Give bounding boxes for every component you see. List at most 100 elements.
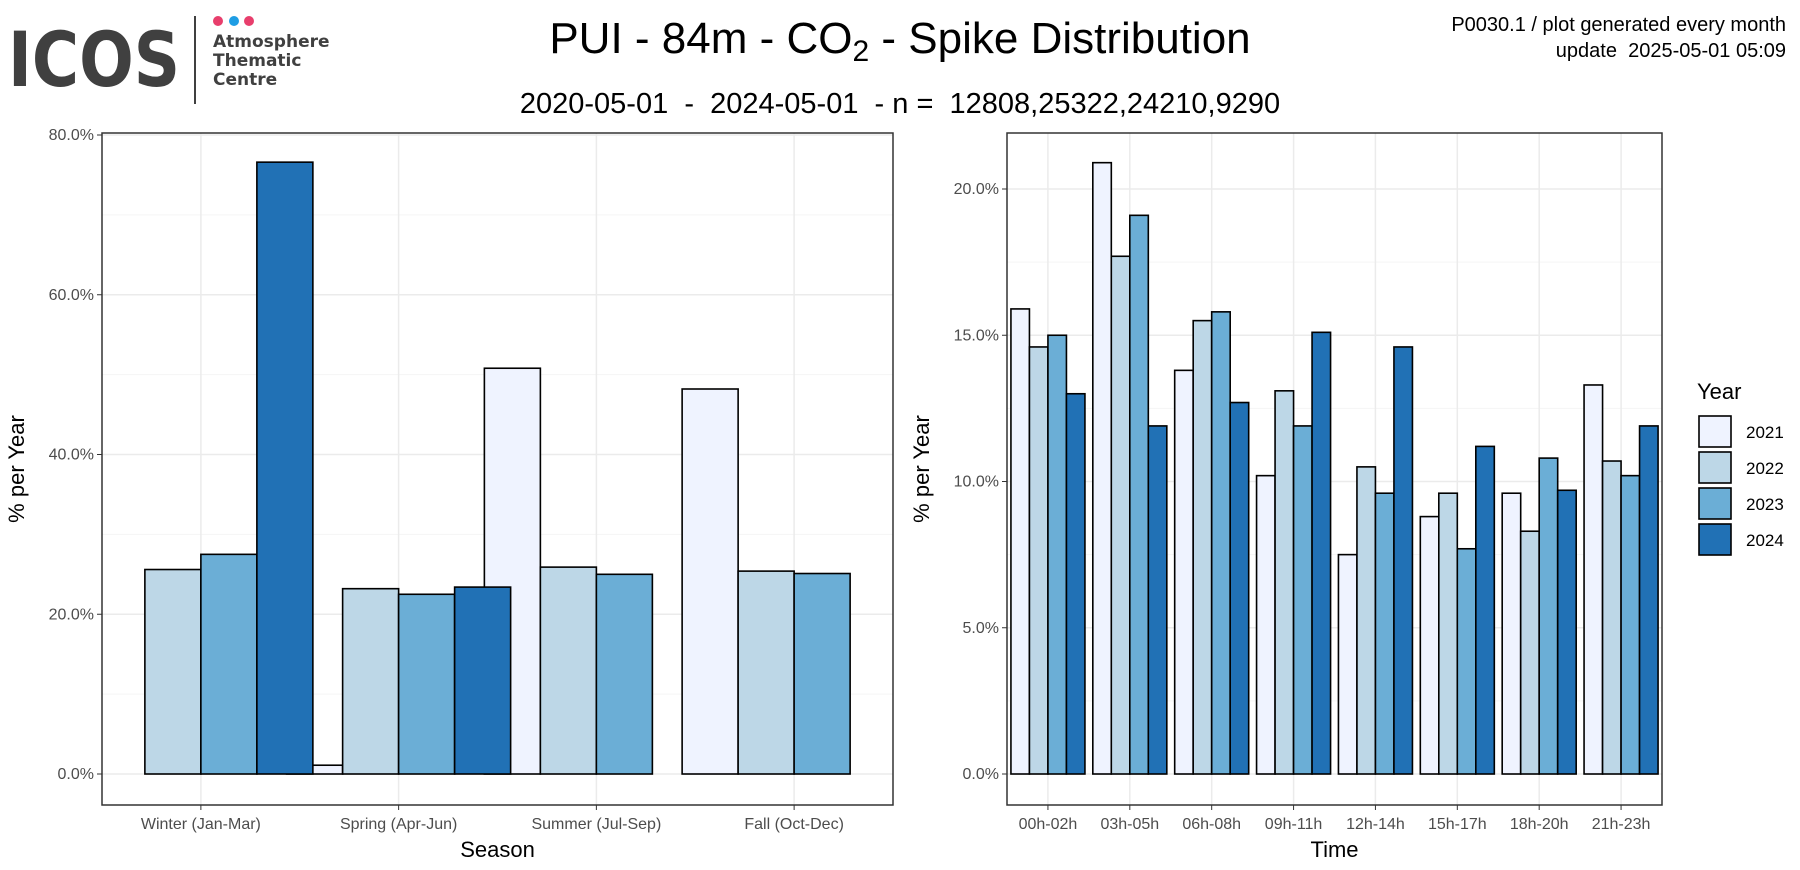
legend-label-2022: 2022 <box>1746 459 1784 478</box>
chart-panel-2: 0.0% 5.0% 10.0% 15.0% 20.0% 00h-02h 03h-05h 06h… <box>909 132 1663 862</box>
title-subscript: 2 <box>852 35 870 68</box>
legend-swatch-2024 <box>1698 523 1732 556</box>
x-tick-label: 18h-20h <box>1510 816 1569 833</box>
bar-2022-3 <box>1192 319 1213 775</box>
bar-2023-6 <box>1456 547 1477 775</box>
bar-2021-8 <box>1583 384 1604 775</box>
bar-2024-2 <box>453 586 512 775</box>
bar-2021-3 <box>1173 369 1194 775</box>
x-axis-title: Season <box>460 837 535 862</box>
legend-label-2023: 2023 <box>1746 495 1784 514</box>
bar-2024-8 <box>1638 425 1659 775</box>
bar-2022-3 <box>539 566 598 775</box>
legend-swatch-2022 <box>1698 451 1732 484</box>
x-tick-label: Winter (Jan-Mar) <box>141 816 261 833</box>
bar-2024-4 <box>1311 331 1332 775</box>
meta-line-2: update 2025-05-01 05:09 <box>1555 40 1786 62</box>
y-tick-label: 5.0% <box>963 620 999 637</box>
bar-2022-2 <box>341 587 400 775</box>
bar-2022-5 <box>1356 466 1377 775</box>
legend-swatch-2021 <box>1698 415 1732 448</box>
icos-logo: ICOS Atmosphere Thematic Centre <box>8 15 330 104</box>
bar-2023-3 <box>1210 311 1231 775</box>
y-tick-label: 60.0% <box>49 287 94 304</box>
x-tick-label: 21h-23h <box>1592 816 1651 833</box>
x-axis-title: Time <box>1310 837 1358 862</box>
y-tick-label: 10.0% <box>954 474 999 491</box>
logo-sub-3: Centre <box>213 70 277 90</box>
y-tick-label: 0.0% <box>963 766 999 783</box>
bar-2024-7 <box>1556 489 1577 775</box>
bar-2021-4 <box>681 388 739 775</box>
panel-border <box>1006 132 1663 806</box>
bar-2023-4 <box>793 572 851 775</box>
x-tick-label: 12h-14h <box>1346 816 1405 833</box>
legend: Year 2021 2022 2023 2024 <box>1697 379 1784 556</box>
bar-2021-1 <box>1010 308 1031 775</box>
bar-2023-2 <box>397 593 456 775</box>
x-tick-label: 03h-05h <box>1100 816 1159 833</box>
x-tick-label: Summer (Jul-Sep) <box>531 816 661 833</box>
bar-2021-4 <box>1255 474 1276 775</box>
y-tick-label: 20.0% <box>49 606 94 623</box>
logo-sub-1: Atmosphere <box>213 32 330 52</box>
x-tick-label: Fall (Oct-Dec) <box>744 816 844 833</box>
title-suffix: - Spike Distribution <box>869 14 1251 63</box>
logo-sub-2: Thematic <box>213 51 301 71</box>
bar-2024-1 <box>256 161 314 775</box>
logo-dot-2 <box>229 16 239 26</box>
chart-panel-1: 0.0% 20.0% 40.0% 60.0% 80.0% Winter (Jan-Mar)… <box>4 127 894 862</box>
logo-dot-1 <box>213 16 223 26</box>
y-tick-label: 40.0% <box>49 447 94 464</box>
legend-label-2024: 2024 <box>1746 531 1784 550</box>
chart-title: PUI - 84m - CO2 - Spike Distribution <box>340 14 1460 69</box>
plot-meta: P0030.1 / plot generated every month upd… <box>1451 12 1786 64</box>
x-tick-label: 15h-17h <box>1428 816 1487 833</box>
y-tick-label: 80.0% <box>49 127 94 144</box>
bar-2023-7 <box>1538 457 1559 775</box>
bar-2022-1 <box>144 568 202 775</box>
legend-title: Year <box>1697 379 1741 404</box>
bar-2024-6 <box>1475 445 1496 775</box>
bar-2021-7 <box>1501 492 1522 775</box>
panel-border <box>101 132 894 806</box>
bar-2023-4 <box>1292 425 1313 775</box>
x-tick-label: 00h-02h <box>1019 816 1078 833</box>
bar-2024-2 <box>1147 425 1168 775</box>
bar-2022-4 <box>1274 390 1295 775</box>
y-axis-title: % per Year <box>4 415 29 523</box>
chart-subtitle: 2020-05-01 - 2024-05-01 - n = 12808,2532… <box>519 88 1281 120</box>
bar-2022-6 <box>1438 492 1459 775</box>
bar-2023-2 <box>1129 214 1150 775</box>
x-tick-label: Spring (Apr-Jun) <box>340 816 457 833</box>
bar-2022-2 <box>1110 255 1131 775</box>
bar-2023-1 <box>1047 334 1068 775</box>
bar-2024-5 <box>1393 346 1414 775</box>
y-tick-label: 0.0% <box>58 766 94 783</box>
legend-swatch-2023 <box>1698 487 1732 520</box>
logo-dot-3 <box>244 16 254 26</box>
meta-line-1: P0030.1 / plot generated every month <box>1451 14 1786 36</box>
y-tick-label: 15.0% <box>954 327 999 344</box>
legend-label-2021: 2021 <box>1746 423 1784 442</box>
bar-2021-6 <box>1419 515 1440 775</box>
bar-2023-1 <box>200 553 258 775</box>
x-tick-label: 06h-08h <box>1182 816 1241 833</box>
bar-2024-1 <box>1065 392 1086 775</box>
y-axis-title: % per Year <box>909 415 934 523</box>
bar-2023-8 <box>1620 474 1641 775</box>
bar-2022-7 <box>1519 530 1540 775</box>
bar-2022-4 <box>737 570 795 775</box>
title-prefix: PUI - 84m - CO <box>549 14 853 63</box>
bar-2022-8 <box>1601 460 1622 775</box>
logo-text: ICOS <box>8 15 180 104</box>
bar-2021-5 <box>1337 553 1358 775</box>
bar-2023-3 <box>595 573 654 775</box>
x-tick-label: 09h-11h <box>1265 816 1323 833</box>
bar-2023-5 <box>1374 492 1395 775</box>
bar-2022-1 <box>1028 346 1049 775</box>
bar-2021-2 <box>1092 161 1113 775</box>
y-tick-label: 20.0% <box>954 181 999 198</box>
bar-2024-3 <box>1229 401 1250 775</box>
